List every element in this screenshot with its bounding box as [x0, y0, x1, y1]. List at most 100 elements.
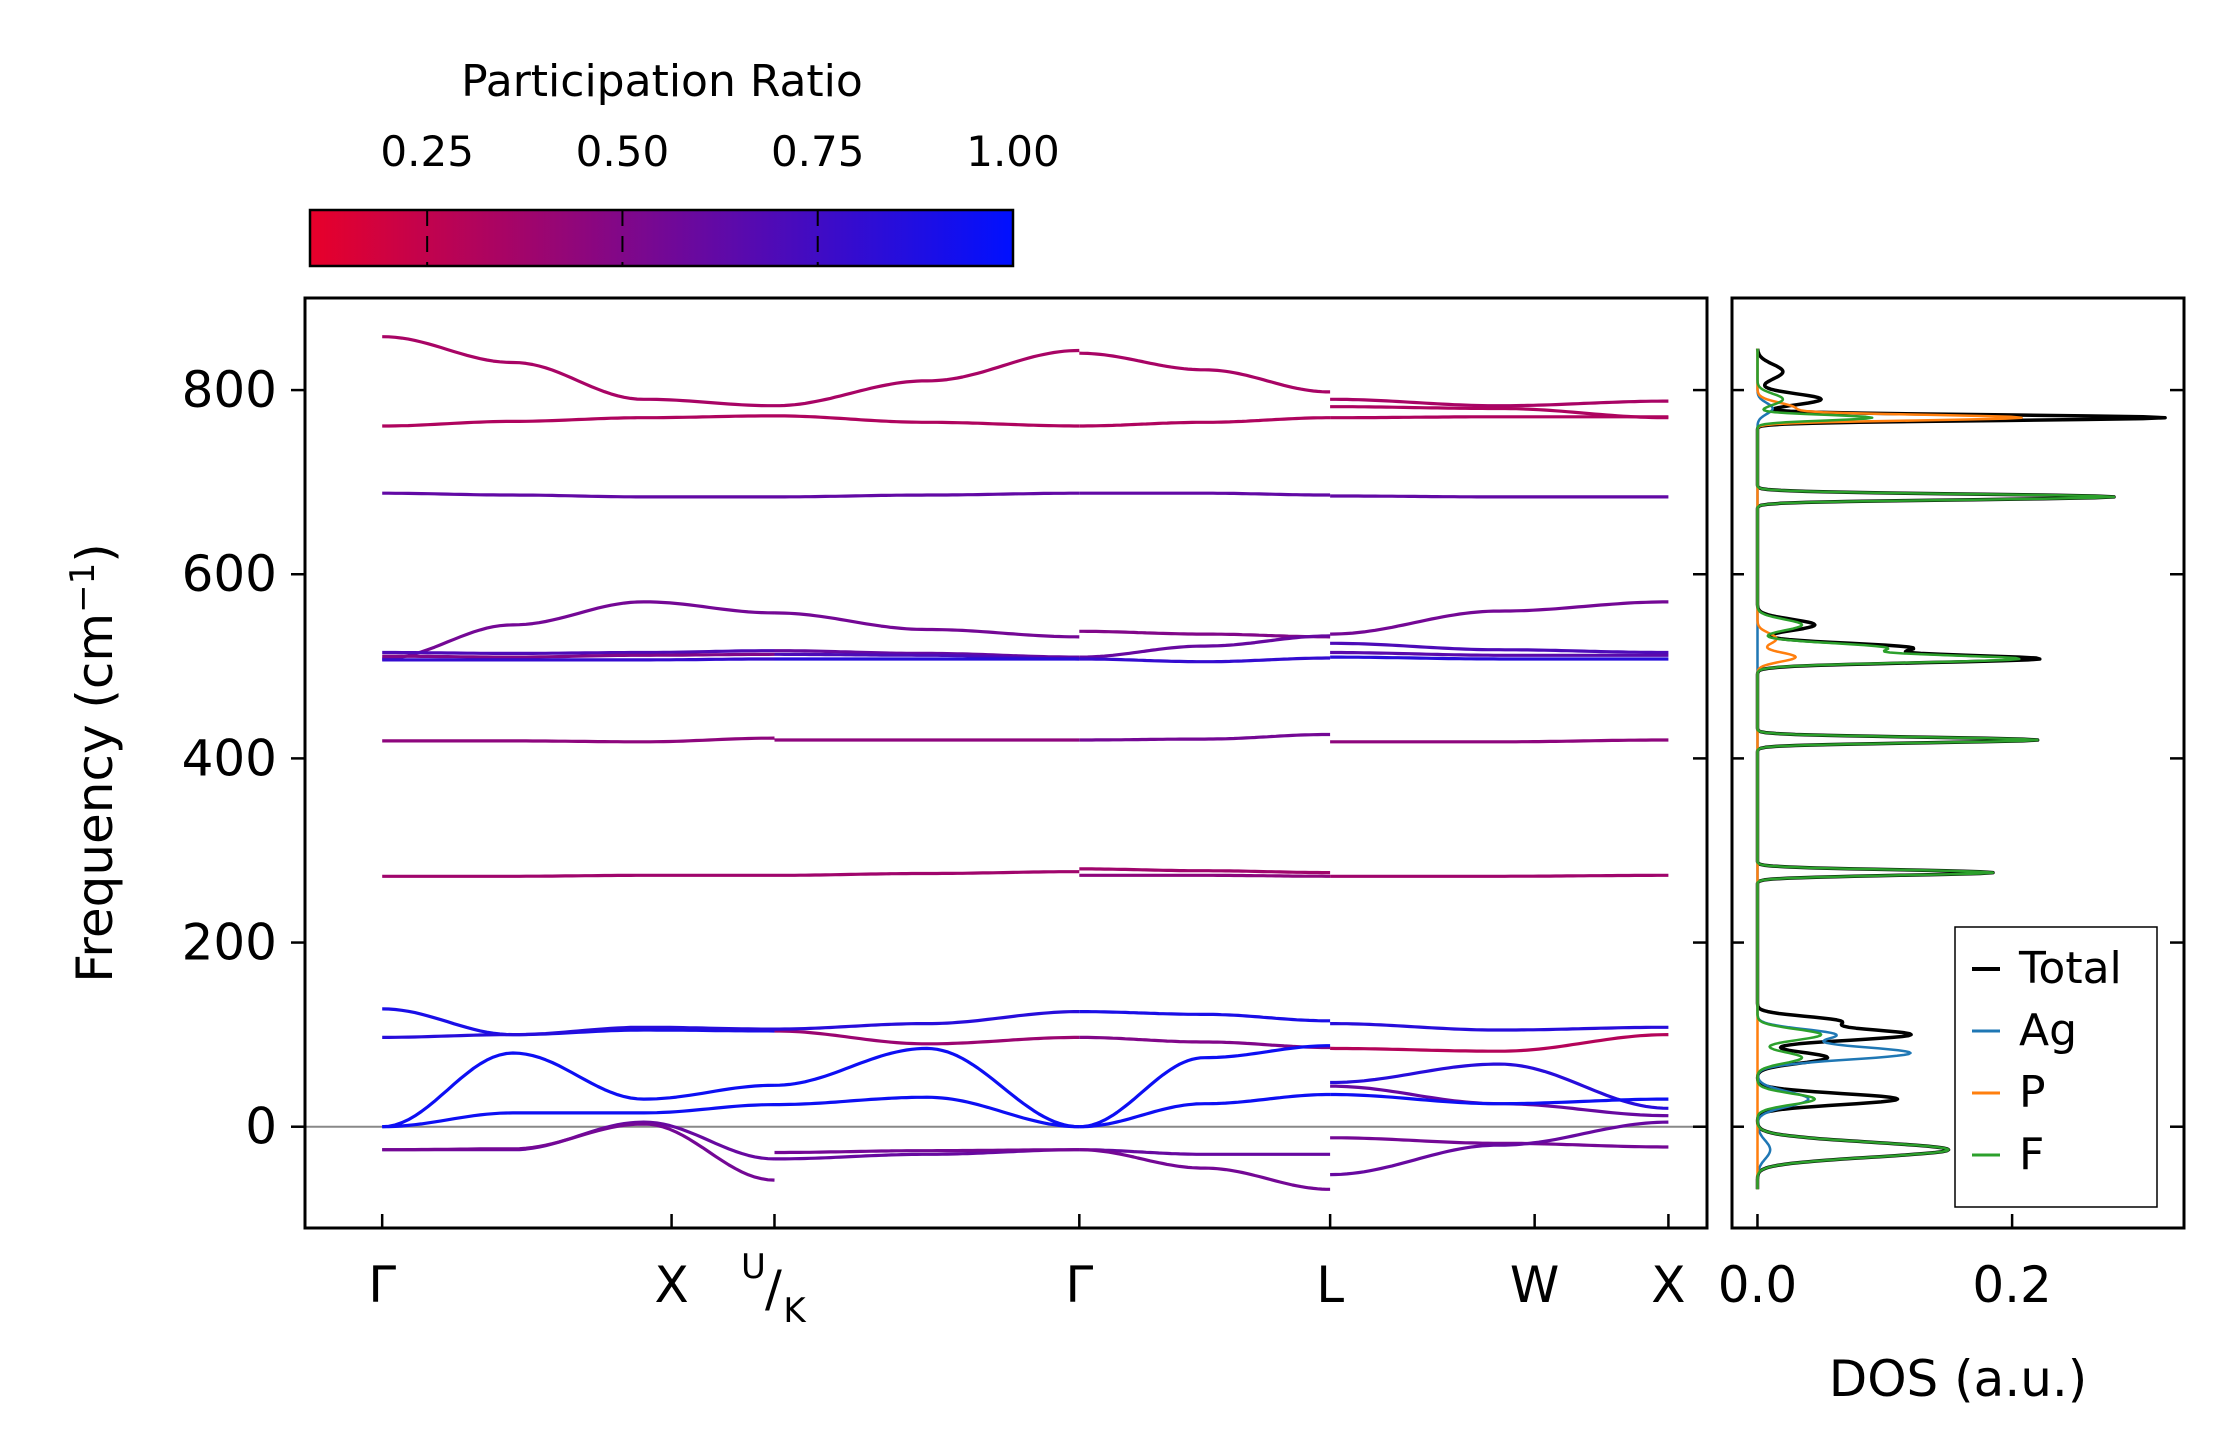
- colorbar-tick-label: 1.00: [966, 127, 1060, 176]
- dos-curves: [1755, 347, 2167, 1191]
- phonon-band: [1079, 873, 1331, 878]
- band-plot-frame: [303, 296, 1709, 1230]
- dos-x-axis-label: DOS (a.u.): [1829, 1350, 2088, 1408]
- legend-items: Total Ag PF: [1972, 943, 2122, 1180]
- dos-x-tick-label: 0.0: [1718, 1256, 1798, 1314]
- dos-x-tick-label: 0.2: [1972, 1256, 2052, 1314]
- phonon-band: [1330, 1092, 1669, 1106]
- phonon-band: [774, 1046, 1080, 1129]
- colorbar-gradient: [308, 208, 1015, 268]
- phonon-band: [1079, 629, 1331, 639]
- y-axis-label-close: ): [66, 543, 124, 563]
- legend-ag-label: Ag: [2019, 1005, 2077, 1056]
- phonon-band: [382, 1051, 775, 1129]
- colorbar-tick-label: 0.50: [576, 127, 670, 176]
- x-tick-label: Γ: [368, 1256, 396, 1314]
- phonon-band: [1330, 738, 1669, 744]
- phonon-band: [1079, 351, 1331, 394]
- y-axis-label: Frequency (cm−1): [63, 543, 124, 983]
- phonon-band: [1079, 1044, 1331, 1129]
- phonon-band: [1079, 416, 1331, 428]
- colorbar-title: Participation Ratio: [461, 56, 863, 107]
- y-tick-label: 200: [182, 914, 277, 972]
- colorbar: Participation Ratio 0.25 0.50 0.75 1.00: [308, 56, 1060, 268]
- phonon-band: [774, 611, 1080, 639]
- x-tick-label: Γ: [1065, 1256, 1093, 1314]
- phonon-band: [1079, 1092, 1331, 1129]
- y-tick-label: 600: [182, 545, 277, 603]
- phonon-band: [382, 1103, 775, 1129]
- phonon-band: [1330, 494, 1669, 499]
- band-structure-panel: 0 200 400 600 800 Γ X U / K Γ L W X Frequency (cm−1): [63, 296, 1709, 1331]
- phonon-band: [382, 873, 775, 878]
- phonon-band: [382, 649, 775, 656]
- phonon-band: [1330, 600, 1669, 636]
- phonon-band: [1330, 873, 1669, 878]
- phonon-band: [774, 491, 1080, 499]
- colorbar-tick-label: 0.25: [380, 127, 474, 176]
- phonon-band: [382, 600, 775, 661]
- band-x-ticks: Γ X U / K Γ L W X: [368, 1214, 1686, 1331]
- dos-panel: 0.0 0.2 DOS (a.u.) Total Ag PF: [1693, 296, 2186, 1408]
- x-tick-label-slash: /: [765, 1260, 782, 1318]
- phonon-band: [1330, 1062, 1669, 1110]
- phonon-band: [1330, 397, 1669, 408]
- phonon-band: [1079, 1148, 1331, 1156]
- phonon-band: [1079, 1035, 1331, 1050]
- phonon-band: [774, 1095, 1080, 1129]
- phonon-band: [774, 1029, 1080, 1046]
- phonon-band: [382, 1122, 775, 1182]
- phonon-band: [1330, 415, 1669, 420]
- phonon-band: [1330, 1136, 1669, 1149]
- phonon-band: [774, 1009, 1080, 1031]
- y-tick-label: 0: [245, 1098, 277, 1156]
- dos-plot-frame: [1730, 296, 2186, 1230]
- phonon-band: [1079, 732, 1331, 742]
- legend-box: [1954, 926, 2158, 1208]
- phonon-band: [1079, 634, 1331, 659]
- phonon-band: [1330, 655, 1669, 661]
- phonon-band: [1079, 656, 1331, 664]
- phonon-band: [774, 414, 1080, 428]
- colorbar-tick-labels: 0.25 0.50 0.75 1.00: [380, 127, 1059, 176]
- phonon-band: [1079, 491, 1331, 497]
- x-tick-label: X: [654, 1256, 688, 1314]
- legend-f-label: F: [2019, 1129, 2044, 1180]
- phonon-band: [774, 1148, 1080, 1155]
- phonon-band: [774, 348, 1080, 408]
- x-tick-label: L: [1316, 1256, 1344, 1314]
- phonon-band: [1079, 1009, 1331, 1023]
- x-tick-label-bottom: K: [783, 1291, 807, 1331]
- dos-legend: Total Ag PF: [1954, 926, 2158, 1208]
- phonon-band: [1079, 1148, 1331, 1191]
- phonon-band: [1330, 650, 1669, 657]
- phonon-band: [382, 335, 775, 408]
- x-tick-label-top: U: [741, 1247, 766, 1287]
- legend-total-label: Total: [2018, 943, 2122, 994]
- phonon-bands: [382, 335, 1669, 1191]
- phonon-band: [1330, 1021, 1669, 1032]
- y-tick-label: 400: [182, 729, 277, 787]
- x-tick-label: X: [1651, 1256, 1685, 1314]
- y-axis-label-main: Frequency (cm: [66, 613, 124, 983]
- dos-ticks: 0.0 0.2: [1693, 388, 2184, 1314]
- phonon-band: [1330, 1033, 1669, 1053]
- x-tick-label: W: [1510, 1256, 1559, 1314]
- phonon-band: [1330, 1120, 1669, 1177]
- phonon-band: [774, 649, 1080, 659]
- phonon-band: [382, 414, 775, 428]
- dos-f-curve: [1756, 348, 2116, 1190]
- y-axis-label-sup: −1: [63, 563, 103, 613]
- phonon-band: [1330, 641, 1669, 655]
- y-tick-label: 800: [182, 361, 277, 419]
- phonon-band: [382, 736, 775, 744]
- phonon-band: [1079, 867, 1331, 875]
- colorbar-ticks: [426, 210, 819, 266]
- phonon-band: [774, 870, 1080, 877]
- phonon-band: [382, 1025, 775, 1040]
- band-y-ticks: 0 200 400 600 800: [182, 361, 305, 1156]
- legend-p-label: P: [2019, 1067, 2046, 1118]
- phonon-band: [382, 491, 775, 499]
- colorbar-tick-label: 0.75: [771, 127, 865, 176]
